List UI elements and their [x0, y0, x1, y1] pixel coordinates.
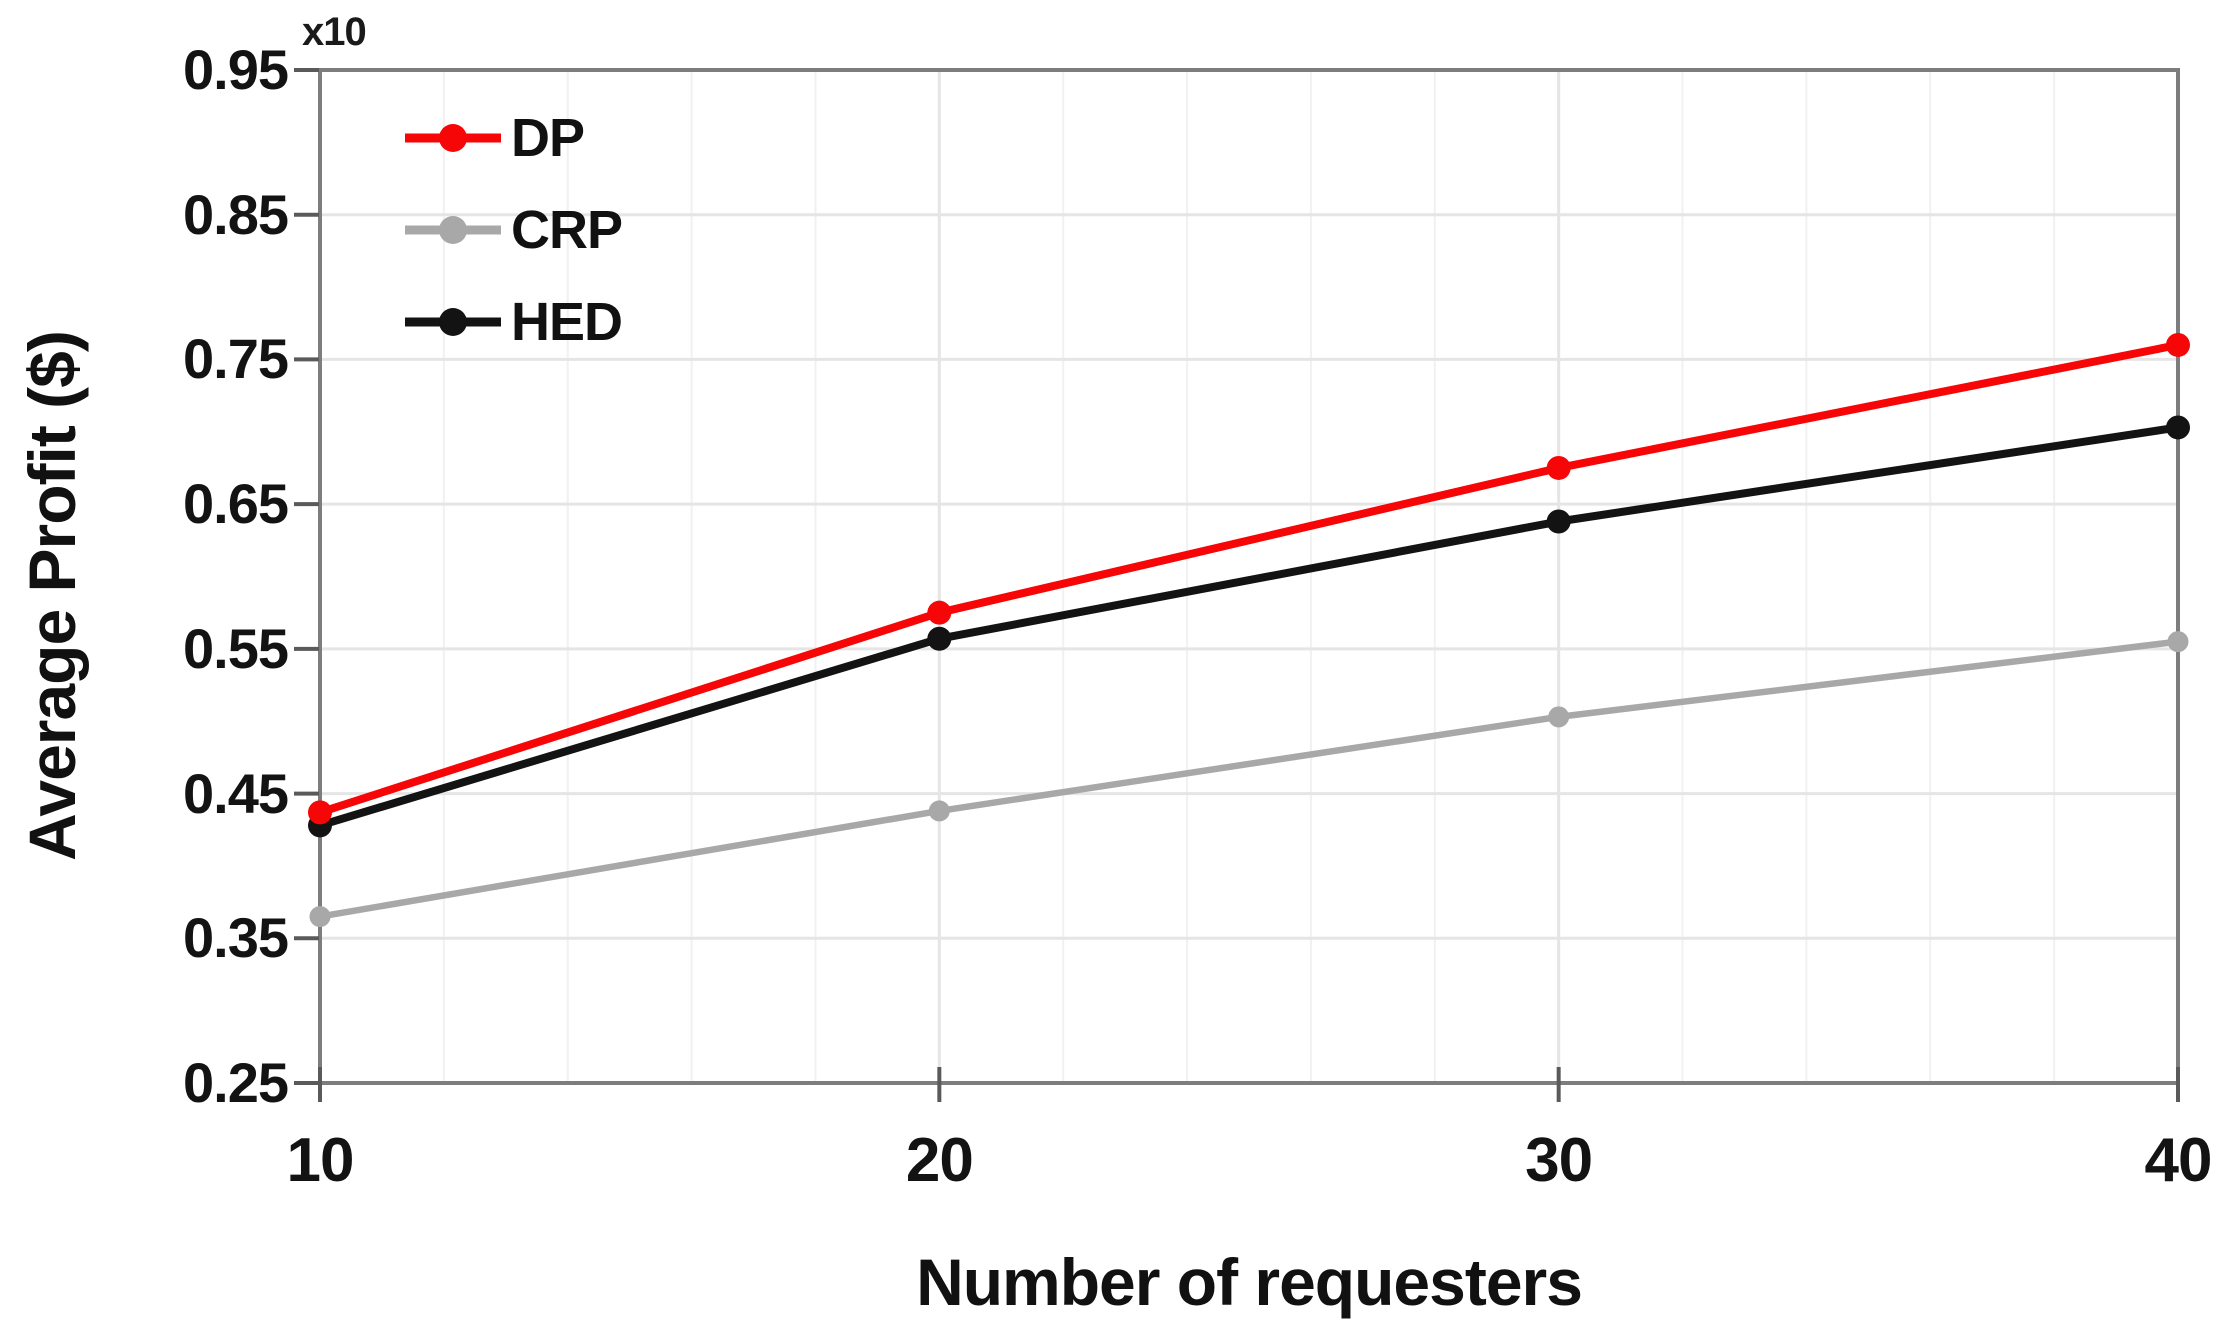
series-marker-hed [927, 626, 952, 651]
x-axis-title: Number of requesters [916, 1245, 1583, 1319]
x-tick-label: 20 [905, 1126, 974, 1195]
x-tick-label: 10 [286, 1126, 355, 1195]
legend-swatch-dp [405, 124, 501, 152]
y-tick-label: 0.35 [183, 906, 289, 970]
legend-label-hed: HED [511, 292, 623, 352]
series-marker-hed [2166, 415, 2190, 440]
legend-marker-icon [439, 124, 467, 152]
legend-item-crp: CRP [403, 184, 623, 276]
y-axis-multiplier-label: x10 [302, 10, 367, 54]
y-tick-label: 0.65 [183, 472, 289, 536]
legend-swatch-crp [405, 216, 501, 244]
legend-marker-icon [439, 216, 467, 244]
series-marker-crp [1548, 706, 1570, 728]
series-line-crp [316, 638, 2182, 920]
legend-label-dp: DP [511, 108, 585, 168]
series-marker-crp [309, 906, 331, 928]
series-marker-dp [927, 600, 952, 625]
legend-item-dp: DP [403, 92, 622, 184]
x-tick-label: 40 [2144, 1126, 2213, 1195]
series-marker-hed [1546, 509, 1571, 534]
series-marker-crp [2167, 631, 2189, 653]
legend-item-hed: HED [403, 276, 623, 368]
legend: DP CRP HED [403, 92, 623, 368]
legend-swatch-hed [405, 308, 501, 336]
y-tick-label: 0.25 [183, 1051, 289, 1114]
series-line-dp [316, 340, 2182, 817]
y-tick-label: 0.45 [183, 761, 289, 825]
series-marker-dp [308, 800, 332, 825]
y-tick-label: 0.55 [183, 616, 289, 680]
y-tick-label: 0.75 [183, 327, 289, 391]
legend-label-crp: CRP [511, 200, 623, 260]
series-marker-dp [1546, 455, 1571, 480]
series-marker-crp [928, 800, 950, 822]
y-tick-label: 0.85 [183, 182, 289, 246]
y-tick-label: 0.95 [183, 38, 289, 101]
series-marker-dp [2166, 332, 2190, 357]
legend-marker-icon [439, 308, 467, 336]
series-line-hed [316, 423, 2182, 830]
plot-border [318, 68, 2180, 1085]
x-tick-label: 30 [1525, 1126, 1593, 1195]
y-axis-title: Average Profit ($) [15, 331, 89, 861]
